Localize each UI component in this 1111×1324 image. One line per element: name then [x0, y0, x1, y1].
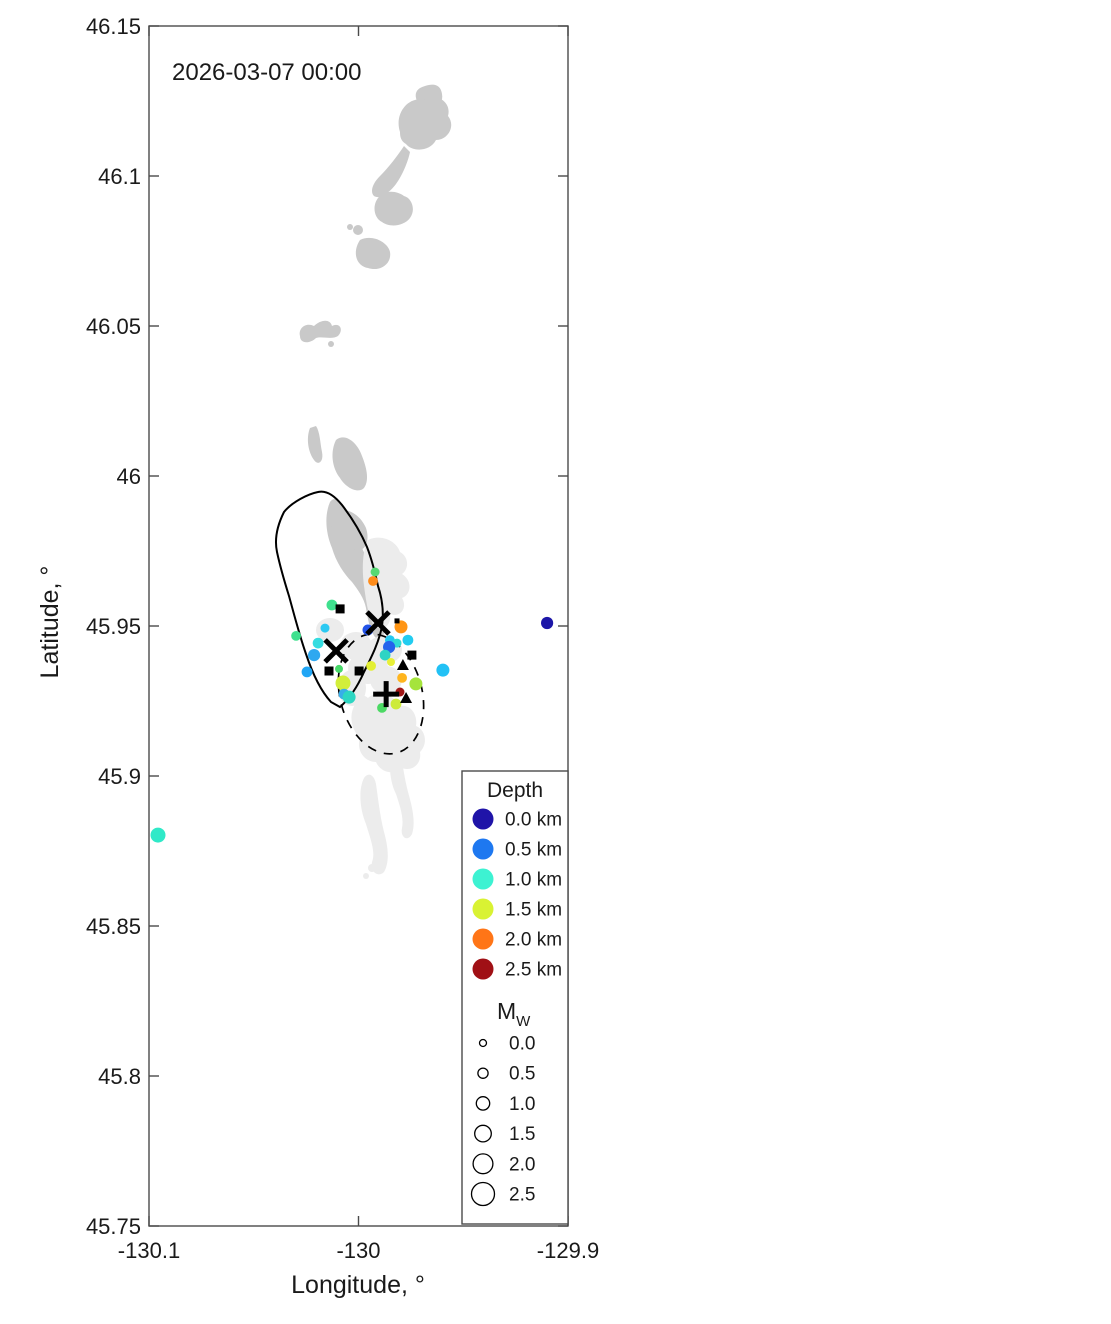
earthquake-dot	[436, 663, 450, 677]
earthquake-dot	[397, 673, 407, 683]
x-marker-stroke	[323, 638, 349, 664]
x-tick-label: -129.9	[537, 1238, 599, 1263]
depth-legend-label: 2.5 km	[505, 960, 562, 981]
y-tick-label: 45.95	[86, 614, 141, 639]
earthquake-dot	[368, 576, 378, 586]
y-tick-label: 45.8	[98, 1064, 141, 1089]
earthquake-dot	[150, 827, 166, 843]
legend-depth-title: Depth	[487, 779, 543, 802]
mw-legend-swatch	[478, 1038, 488, 1048]
y-tick-label: 45.75	[86, 1214, 141, 1239]
earthquake-dot	[335, 664, 343, 673]
earthquake-dot	[342, 690, 356, 704]
earthquake-dot	[390, 698, 402, 710]
mw-legend-item: 1.0	[475, 1094, 535, 1115]
mw-legend-label: 0.0	[509, 1034, 535, 1055]
earthquake-dot	[387, 658, 395, 666]
depth-legend-label: 1.0 km	[505, 870, 562, 891]
y-tick-label: 46.15	[86, 14, 141, 39]
timestamp-label: 2026-03-07 00:00	[172, 59, 362, 86]
mw-legend-label: 1.0	[509, 1094, 535, 1115]
x-tick-label: -130.1	[118, 1238, 180, 1263]
depth-legend-label: 0.0 km	[505, 810, 562, 831]
y-tick-label: 46.1	[98, 164, 141, 189]
mw-legend-item: 2.0	[472, 1153, 535, 1175]
legend: Depth 0.0 km 0.5 km 1.0 km 1.5 km 2.0 km 2.5 …	[461, 770, 569, 1225]
instrument-square	[407, 650, 417, 660]
x-marker-stroke	[365, 610, 391, 636]
legend-mw-title: MW	[497, 998, 531, 1030]
x-axis-label: Longitude, °	[291, 1271, 425, 1299]
earthquake-dot	[301, 666, 313, 678]
y-tick-label: 45.85	[86, 914, 141, 939]
depth-legend-item: 2.5 km	[472, 958, 562, 981]
mw-legend-swatch	[474, 1124, 492, 1143]
earthquake-dot	[366, 661, 376, 671]
depth-legend-swatch	[472, 898, 494, 920]
depth-legend-item: 0.5 km	[472, 838, 562, 861]
depth-legend-swatch	[472, 868, 494, 890]
earthquake-dot	[409, 677, 423, 691]
instrument-markers-layer	[323, 604, 417, 708]
depth-legend-item: 2.0 km	[472, 928, 562, 951]
mw-legend-label: 2.0	[509, 1154, 535, 1175]
mw-legend-item: 1.5	[474, 1124, 535, 1145]
y-tick-label: 46	[117, 464, 141, 489]
depth-legend-swatch	[472, 838, 494, 860]
instrument-triangle	[400, 692, 413, 703]
depth-legend-label: 2.0 km	[505, 930, 562, 951]
legend-depth-items: 0.0 km 0.5 km 1.0 km 1.5 km 2.0 km 2.5 km	[472, 808, 562, 981]
legend-mw-items: 0.0 0.5 1.0 1.5 2.0 2.5	[470, 1034, 535, 1207]
depth-legend-swatch	[472, 928, 494, 950]
depth-legend-swatch	[472, 808, 494, 830]
earthquake-dot	[541, 616, 554, 630]
instrument-square	[394, 618, 400, 624]
earthquake-events-layer	[150, 567, 554, 843]
earthquake-dot	[291, 631, 301, 641]
mw-legend-label: 1.5	[509, 1124, 535, 1145]
earthquake-dot	[308, 649, 321, 662]
instrument-triangle	[396, 659, 409, 670]
depth-legend-swatch	[472, 958, 494, 980]
earthquake-dot	[394, 620, 408, 634]
depth-legend-item: 0.0 km	[472, 808, 562, 831]
mw-legend-swatch	[477, 1067, 489, 1079]
instrument-square	[335, 604, 345, 614]
x-tick-label: -130	[336, 1238, 380, 1263]
mw-legend-swatch	[475, 1096, 491, 1111]
depth-legend-item: 1.5 km	[472, 898, 562, 921]
mw-legend-label: 2.5	[509, 1185, 535, 1206]
earthquake-dot	[379, 649, 391, 661]
mw-legend-item: 2.5	[470, 1181, 535, 1207]
seafloor-gray-patches	[299, 84, 452, 640]
earthquake-dot	[312, 637, 324, 649]
seafloor-light-gray-patches	[316, 537, 425, 879]
plus-marker	[373, 681, 400, 708]
earthquake-dot	[402, 634, 414, 646]
depth-legend-item: 1.0 km	[472, 868, 562, 891]
y-tick-label: 46.05	[86, 314, 141, 339]
earthquake-dot	[320, 623, 330, 633]
earthquake-dot	[335, 675, 351, 691]
y-tick-label: 45.9	[98, 764, 141, 789]
mw-legend-item: 0.5	[477, 1064, 535, 1085]
earthquake-dot	[370, 567, 380, 577]
mw-legend-swatch	[470, 1181, 496, 1207]
depth-legend-label: 1.5 km	[505, 900, 562, 921]
x-marker	[365, 610, 391, 636]
x-marker	[323, 638, 349, 664]
mw-legend-swatch	[472, 1153, 494, 1175]
mw-legend-item: 0.0	[478, 1034, 535, 1055]
earthquake-dot	[326, 599, 338, 611]
instrument-square	[324, 666, 334, 676]
mw-legend-label: 0.5	[509, 1064, 535, 1085]
y-axis-label: Latitude, °	[36, 566, 64, 679]
depth-legend-label: 0.5 km	[505, 840, 562, 861]
instrument-square	[354, 666, 364, 676]
